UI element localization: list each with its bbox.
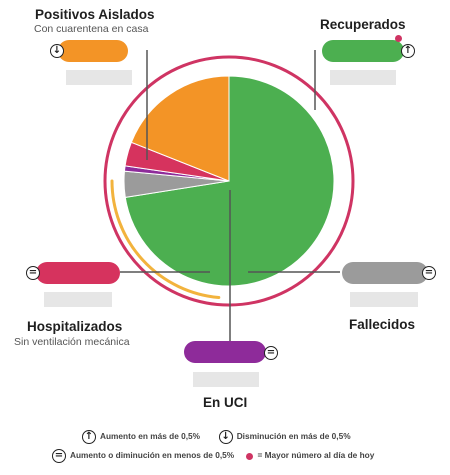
aislados-value-pill (58, 40, 128, 62)
aislados-title: Positivos Aislados (35, 7, 155, 22)
legend-down-text: Disminución en más de 0,5% (236, 431, 351, 442)
arrow-up-icon: ↑ (82, 430, 96, 444)
arrow-down-icon: ↓ (50, 44, 64, 58)
legend-max-text: = Mayor número al día de hoy (257, 450, 375, 461)
slice-aislados (130, 75, 230, 182)
fallecidos-title: Fallecidos (349, 317, 416, 332)
recuperados-value-placeholder (330, 70, 396, 85)
equal-icon: = (26, 266, 40, 280)
aislados-trend-arc (110, 179, 221, 300)
legend-row-1: ↑ Aumento en más de 0,5% ↓ Disminución en … (82, 430, 351, 444)
hospitalizados-value-pill (36, 262, 120, 284)
arrow-up-icon: ↑ (401, 44, 415, 58)
pie-slices (123, 75, 335, 287)
uci-value-placeholder (193, 372, 259, 387)
equal-icon: = (422, 266, 436, 280)
legend-equal-text: Aumento o diminución en menos de 0,5% (70, 450, 235, 461)
fallecidos-value-pill (342, 262, 428, 284)
hospitalizados-value-placeholder (44, 292, 112, 307)
fallecidos-value-placeholder (350, 292, 418, 307)
aislados-subtitle: Con cuarentena en casa (34, 23, 149, 35)
slice-recuperados (124, 75, 335, 287)
outer-ring (103, 55, 355, 307)
equal-icon: = (264, 346, 278, 360)
uci-title: En UCI (203, 395, 248, 410)
aislados-value-placeholder (66, 70, 132, 85)
equal-icon: = (52, 449, 66, 463)
hospitalizados-title: Hospitalizados (27, 319, 123, 334)
max-today-dot-icon (246, 452, 254, 460)
legend-row-2: = Aumento o diminución en menos de 0,5% =… (52, 449, 374, 463)
max-today-dot (395, 35, 402, 42)
arrow-down-icon: ↓ (218, 430, 233, 444)
recuperados-value-pill (322, 40, 404, 62)
hospitalizados-subtitle: Sin ventilación mecánica (14, 336, 130, 348)
recuperados-title: Recuperados (320, 17, 406, 32)
uci-value-pill (184, 341, 266, 363)
legend-up-text: Aumento en más de 0,5% (100, 431, 201, 442)
leader-lines (120, 50, 340, 345)
